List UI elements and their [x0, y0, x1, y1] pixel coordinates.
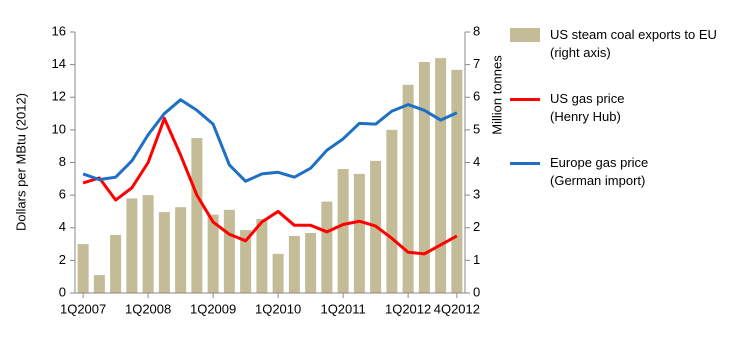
- legend-swatch: [510, 98, 540, 101]
- bar: [353, 173, 365, 293]
- y-tick-label: 8: [59, 154, 66, 169]
- y-tick-label: 12: [52, 89, 66, 104]
- y-axis-title: Dollars per MBtu (2012): [13, 93, 28, 231]
- y2-tick-label: 8: [473, 23, 480, 38]
- bar: [191, 138, 203, 293]
- y2-tick-label: 2: [473, 219, 480, 234]
- y2-tick-label: 6: [473, 89, 480, 104]
- y-tick-label: 6: [59, 187, 66, 202]
- bar: [256, 218, 268, 293]
- line-series: [82, 98, 458, 183]
- bar: [435, 58, 447, 293]
- bar: [175, 207, 187, 293]
- line-series: [82, 116, 458, 256]
- bar: [158, 212, 170, 293]
- y-tick-label: 2: [59, 252, 66, 267]
- x-tick-label: 1Q2008: [125, 301, 171, 316]
- y-tick-label: 16: [52, 23, 66, 38]
- y2-tick-label: 0: [473, 284, 480, 299]
- legend-swatch: [510, 162, 540, 165]
- bar: [418, 62, 430, 293]
- bar: [126, 198, 138, 293]
- legend-swatch: [510, 28, 540, 42]
- y-tick-label: 10: [52, 121, 66, 136]
- bar: [305, 232, 317, 293]
- bar: [386, 129, 398, 293]
- bar: [321, 201, 333, 293]
- y-tick-label: 0: [59, 284, 66, 299]
- legend-item: Europe gas price (German import): [510, 154, 740, 218]
- y2-tick-label: 3: [473, 187, 480, 202]
- legend-label: Europe gas price (German import): [550, 155, 649, 188]
- x-tick-label: 1Q2009: [190, 301, 236, 316]
- bar: [337, 169, 349, 293]
- bar: [223, 209, 235, 293]
- x-tick-label: 1Q2010: [255, 301, 301, 316]
- legend: US steam coal exports to EU (right axis)…: [510, 26, 740, 218]
- x-tick-label: 1Q2012: [385, 301, 431, 316]
- y2-tick-label: 4: [473, 154, 480, 169]
- x-tick-label: 1Q2011: [320, 301, 365, 316]
- y-tick-label: 4: [59, 219, 66, 234]
- bar: [288, 235, 300, 293]
- y2-axis-title: Million tonnes: [489, 55, 504, 135]
- bar: [240, 230, 252, 293]
- bar: [272, 253, 284, 293]
- bar: [402, 84, 414, 293]
- legend-item: US steam coal exports to EU (right axis): [510, 26, 740, 90]
- x-tick-label: 4Q2012: [434, 301, 480, 316]
- y2-tick-label: 5: [473, 121, 480, 136]
- y-tick-label: 14: [52, 56, 66, 71]
- bar: [77, 244, 89, 293]
- legend-label: US steam coal exports to EU (right axis): [550, 27, 717, 60]
- bar: [142, 195, 154, 293]
- bar: [207, 214, 219, 293]
- bar: [451, 69, 463, 293]
- legend-item: US gas price (Henry Hub): [510, 90, 740, 154]
- y2-tick-label: 1: [473, 252, 480, 267]
- y2-tick-label: 7: [473, 56, 480, 71]
- x-tick-label: 1Q2007: [60, 301, 106, 316]
- legend-label: US gas price (Henry Hub): [550, 91, 625, 124]
- bar: [110, 234, 122, 293]
- bar: [93, 275, 105, 293]
